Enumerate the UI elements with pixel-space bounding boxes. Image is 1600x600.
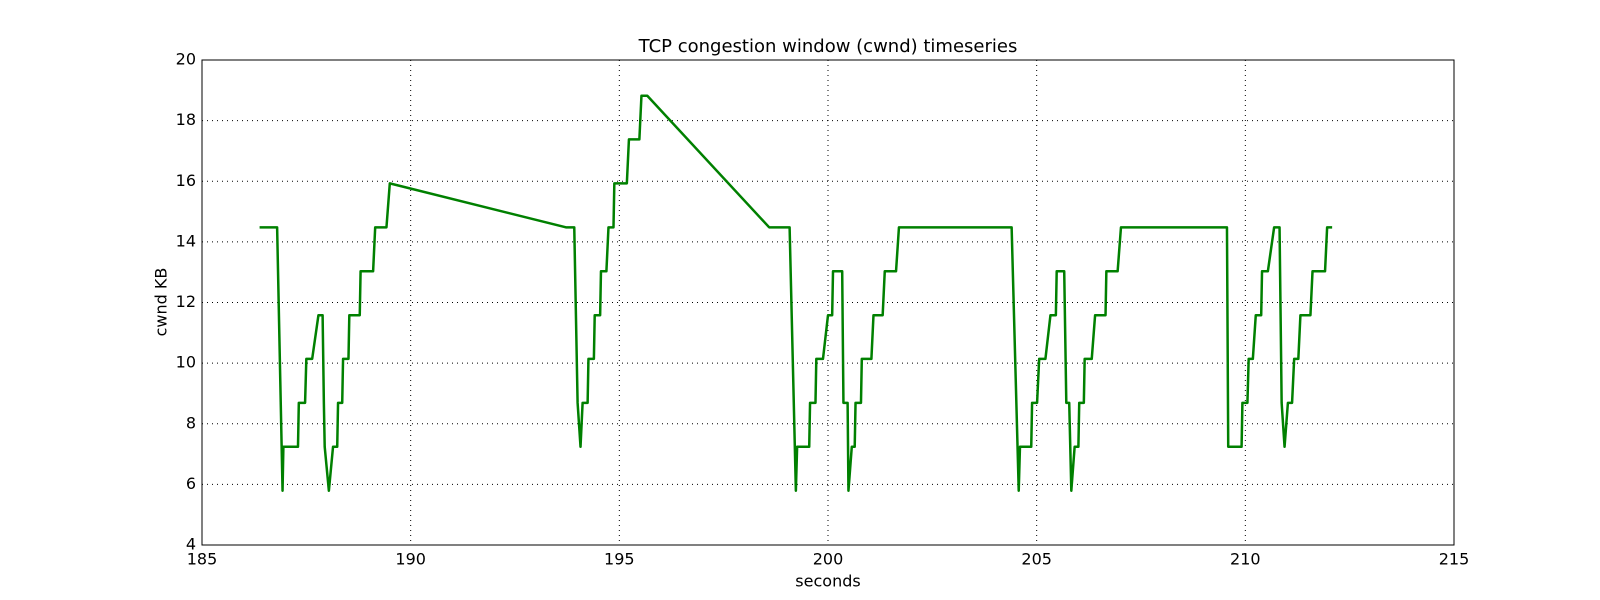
y-tick-label: 16 [176, 171, 196, 190]
y-tick-label: 4 [186, 535, 196, 554]
x-tick-label: 195 [604, 550, 635, 569]
x-tick-label: 210 [1230, 550, 1261, 569]
y-tick-label: 10 [176, 353, 196, 372]
y-tick-label: 18 [176, 110, 196, 129]
y-axis-label: cwnd KB [152, 268, 171, 337]
x-axis-label: seconds [795, 572, 860, 591]
x-tick-label: 185 [187, 550, 218, 569]
x-tick-label: 190 [395, 550, 426, 569]
y-tick-label: 12 [176, 292, 196, 311]
y-tick-label: 8 [186, 413, 196, 432]
chart-title: TCP congestion window (cwnd) timeseries [638, 36, 1018, 57]
plot-frame [201, 59, 1455, 546]
x-tick-label: 200 [813, 550, 844, 569]
data-line [259, 94, 1333, 492]
y-tick-label: 6 [186, 474, 196, 493]
x-tick-label: 215 [1439, 550, 1470, 569]
y-tick-label: 20 [176, 50, 196, 69]
x-tick-label: 205 [1021, 550, 1052, 569]
y-tick-label: 14 [176, 231, 196, 250]
